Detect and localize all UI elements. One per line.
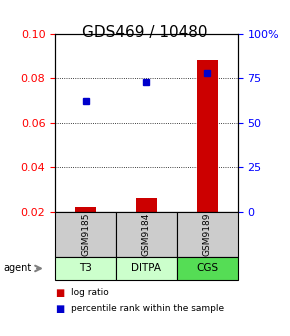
Text: ■: ■ bbox=[55, 304, 64, 314]
Text: CGS: CGS bbox=[196, 263, 218, 274]
Text: GDS469 / 10480: GDS469 / 10480 bbox=[82, 25, 208, 40]
Text: agent: agent bbox=[3, 263, 31, 274]
Text: percentile rank within the sample: percentile rank within the sample bbox=[71, 304, 224, 313]
Text: DITPA: DITPA bbox=[131, 263, 162, 274]
Bar bbox=[197, 60, 218, 212]
Text: ■: ■ bbox=[55, 288, 64, 298]
Text: T3: T3 bbox=[79, 263, 92, 274]
Bar bbox=[136, 198, 157, 212]
Text: GSM9185: GSM9185 bbox=[81, 213, 90, 256]
Bar bbox=[75, 207, 96, 212]
Text: GSM9184: GSM9184 bbox=[142, 213, 151, 256]
Text: log ratio: log ratio bbox=[71, 288, 109, 297]
Text: GSM9189: GSM9189 bbox=[203, 213, 212, 256]
